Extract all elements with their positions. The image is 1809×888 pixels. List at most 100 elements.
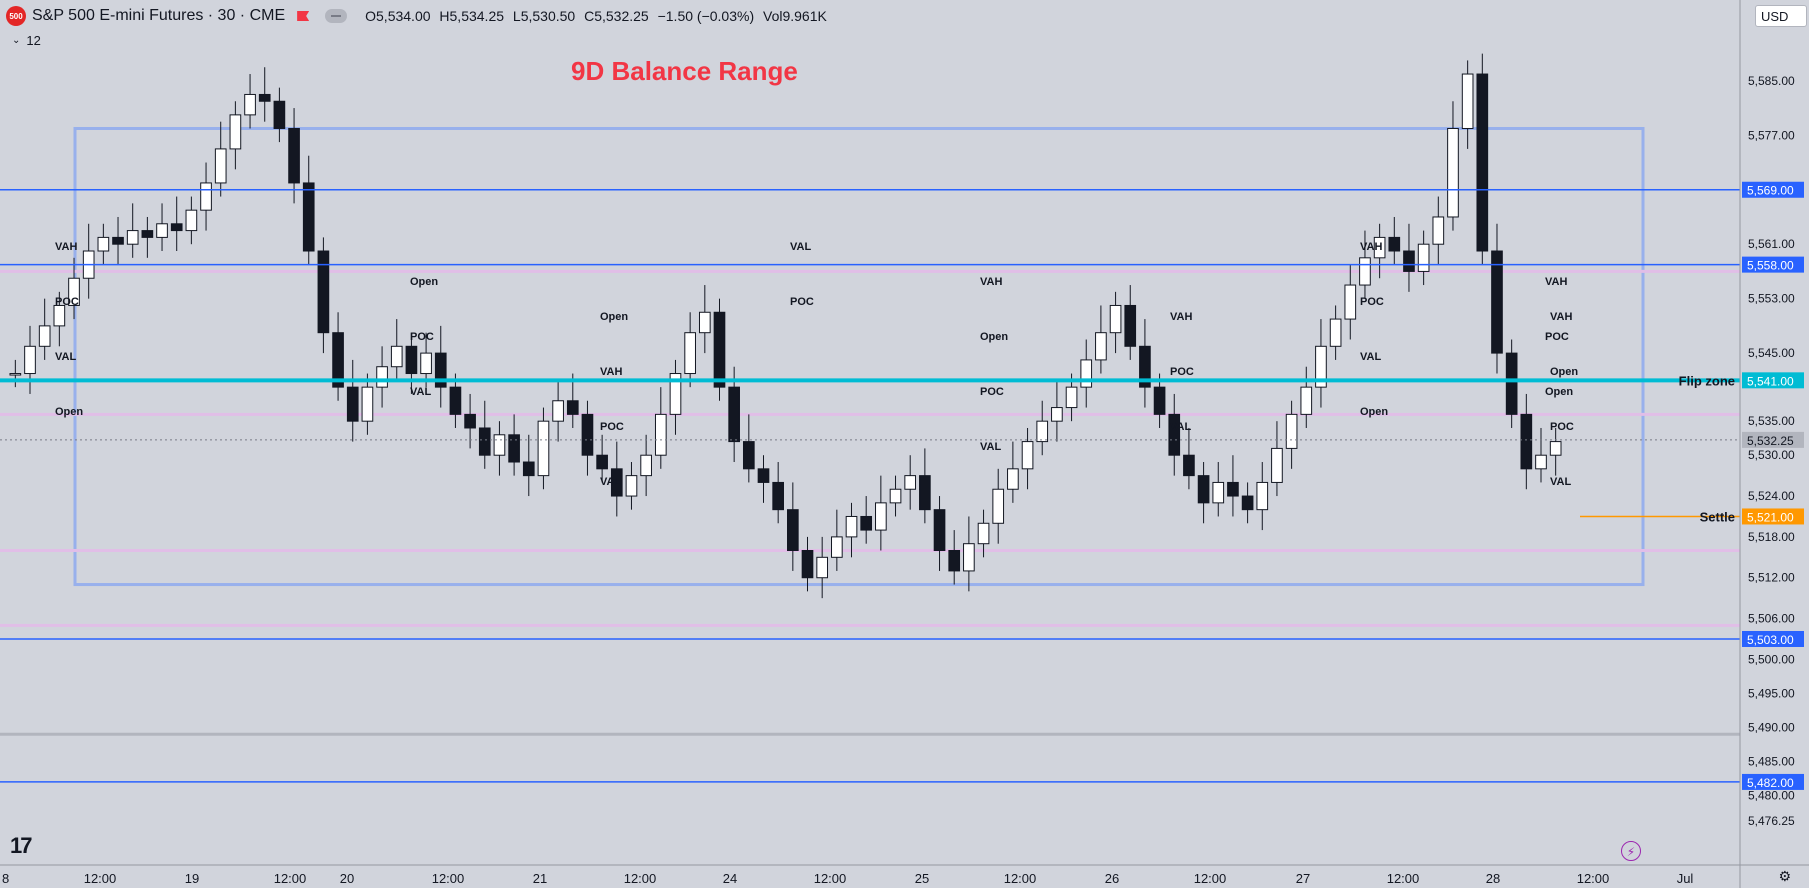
symbol-title[interactable]: S&P 500 E-mini Futures · 30 · CME	[32, 7, 286, 24]
x-tick-label: 27	[1296, 871, 1310, 886]
price-tag	[1742, 372, 1804, 389]
x-tick-label: 12:00	[814, 871, 847, 886]
price-tag	[1742, 773, 1804, 790]
candle-body	[478, 427, 491, 456]
x-tick-label: 19	[185, 871, 199, 886]
x-tick-label: 12:00	[432, 871, 465, 886]
candle-body	[464, 413, 476, 429]
profile-label: POC	[1550, 421, 1574, 433]
candle-body	[405, 345, 418, 375]
profile-label: VAL	[790, 241, 811, 253]
candle-body	[713, 311, 726, 388]
candle-body	[493, 434, 506, 456]
candle-body	[654, 413, 667, 456]
candle-body	[963, 543, 975, 572]
x-tick-label: Jul	[1677, 871, 1694, 886]
price-tag	[1742, 630, 1804, 647]
price-tag-label: 5,532.25	[1747, 434, 1794, 448]
candle-body	[1183, 454, 1195, 477]
y-tick-label: 5,524.00	[1748, 489, 1795, 503]
y-tick-label: 5,480.00	[1748, 789, 1795, 803]
symbol-logo-icon: 500	[6, 6, 26, 26]
candle-body	[1095, 332, 1107, 361]
change-value: −1.50 (−0.03%)	[657, 8, 755, 24]
candle-body	[1373, 236, 1386, 259]
price-tag-label: 5,503.00	[1747, 633, 1794, 647]
candle-body	[1241, 495, 1254, 511]
candle-body	[170, 223, 183, 232]
profile-label: VAL	[1170, 421, 1191, 433]
candle-body	[640, 454, 652, 477]
candle-body	[449, 386, 462, 415]
profile-label: VAL	[410, 386, 431, 398]
candle-body	[522, 461, 535, 477]
candle-body	[698, 311, 711, 334]
profile-label: VAL	[1550, 476, 1571, 488]
tradingview-logo-icon[interactable]: 17	[10, 833, 33, 858]
x-tick-label: 20	[340, 871, 354, 886]
profile-label: VAH	[1170, 311, 1192, 323]
gear-icon[interactable]: ⚙	[1778, 868, 1791, 884]
profile-label: VAH	[55, 241, 77, 253]
candle-body	[1109, 304, 1122, 334]
candle-body	[757, 468, 770, 483]
candle-body	[1535, 454, 1547, 470]
profile-label: VAL	[600, 476, 621, 488]
profile-label: Open	[980, 331, 1008, 343]
candle-body	[889, 488, 902, 504]
profile-label: VAH	[980, 276, 1002, 288]
candle-body	[185, 209, 198, 232]
candle-body	[420, 352, 432, 375]
candle-body	[581, 413, 594, 456]
candle-body	[1197, 475, 1210, 504]
y-tick-label: 5,535.00	[1748, 414, 1795, 428]
candle-body	[772, 481, 785, 511]
x-tick-label: 24	[723, 871, 737, 886]
lightning-icon[interactable]: ⚡	[1621, 841, 1641, 861]
candle-body	[156, 223, 168, 238]
candle-body	[1153, 386, 1166, 415]
candle-body	[787, 509, 799, 552]
candle-body	[537, 420, 550, 477]
candle-body	[1124, 304, 1137, 347]
candle-body	[361, 386, 374, 422]
low-value: L5,530.50	[512, 8, 576, 24]
candle-body	[1168, 413, 1181, 456]
profile-label: Open	[1545, 386, 1573, 398]
candle-body	[1447, 127, 1459, 218]
legend-bar: 500 S&P 500 E-mini Futures · 30 · CME O5…	[0, 0, 1746, 32]
candle-body	[346, 386, 359, 422]
candle-body	[1549, 441, 1562, 456]
volume-value: Vol9.961K	[763, 8, 827, 24]
candle-body	[875, 502, 887, 531]
candle-body	[1505, 352, 1518, 415]
candle-body	[273, 100, 286, 129]
candle-body	[1491, 250, 1503, 354]
candle-body	[332, 332, 344, 388]
market-status-icon[interactable]	[325, 9, 348, 23]
ohlc-values: O5,534.00 H5,534.25 L5,530.50 C5,532.25 …	[365, 8, 832, 24]
x-tick-label: 12:00	[1577, 871, 1610, 886]
candle-body	[1285, 413, 1298, 449]
candle-body	[141, 230, 154, 238]
price-tag-label: 5,569.00	[1747, 184, 1794, 198]
candle-body	[728, 386, 740, 443]
high-value: H5,534.25	[439, 8, 505, 24]
candle-body	[669, 373, 682, 415]
candle-body	[1359, 257, 1371, 286]
profile-label: POC	[1170, 366, 1194, 378]
candle-body	[933, 509, 946, 552]
x-tick-label: 12:00	[1004, 871, 1037, 886]
level-name-label: Flip zone	[1679, 373, 1735, 388]
flag-icon[interactable]	[297, 11, 310, 21]
y-tick-label: 5,490.00	[1748, 720, 1795, 734]
candle-body	[214, 148, 227, 184]
x-tick-label: 25	[915, 871, 929, 886]
candle-body	[258, 93, 271, 102]
candle-body	[801, 550, 814, 579]
indicator-toggle[interactable]: ⌄ 12	[12, 33, 41, 48]
y-tick-label: 5,485.00	[1748, 755, 1795, 769]
currency-select[interactable]: USD	[1755, 5, 1807, 27]
x-tick-label: 8	[2, 871, 9, 886]
